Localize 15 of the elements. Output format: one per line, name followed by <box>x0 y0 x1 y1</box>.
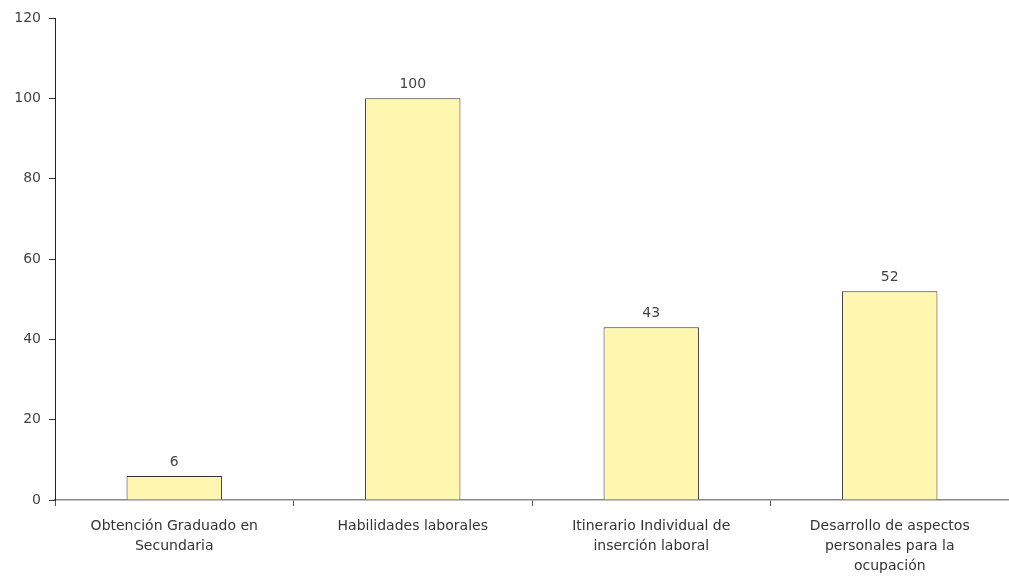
y-tick-label: 60 <box>23 249 41 266</box>
y-tick-label: 20 <box>23 410 41 427</box>
x-tick-label: Desarrollo de aspectos personales para la ocupación <box>809 516 970 574</box>
data-label: 6 <box>169 452 179 469</box>
data-label: 52 <box>880 267 899 284</box>
x-tick-label: Itinerario Individual de inserción laboral <box>572 516 731 554</box>
x-tick-label: Habilidades laborales <box>337 516 488 533</box>
y-tick-label: 80 <box>23 169 41 186</box>
y-tick-label: 0 <box>32 490 41 507</box>
y-tick-label: 100 <box>14 88 41 105</box>
x-tick-label: Obtención Graduado en Secundaria <box>90 516 258 554</box>
y-tick-label: 40 <box>23 329 41 346</box>
data-label: 43 <box>642 303 661 320</box>
y-tick-label: 120 <box>14 8 41 25</box>
data-label: 100 <box>399 74 427 91</box>
